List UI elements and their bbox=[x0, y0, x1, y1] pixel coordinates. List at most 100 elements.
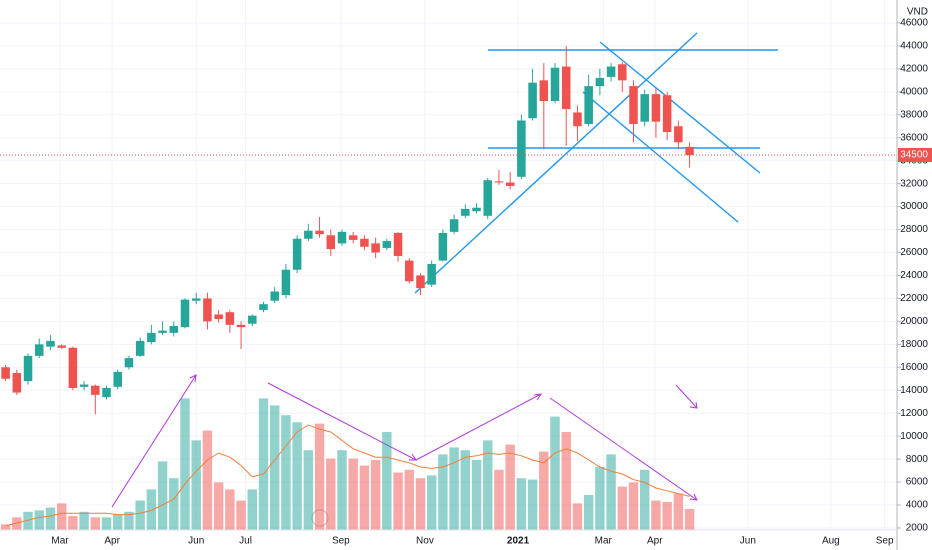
volume-bar bbox=[628, 482, 639, 530]
candle-body bbox=[483, 180, 493, 216]
candle-body bbox=[618, 64, 627, 81]
candle-body bbox=[203, 298, 212, 322]
volume-bar bbox=[113, 514, 123, 530]
trend-line bbox=[582, 91, 739, 223]
y-tick-label: 38000 bbox=[900, 109, 928, 120]
volume-bar bbox=[438, 454, 448, 530]
y-tick-label: 32000 bbox=[900, 178, 928, 189]
volume-bar bbox=[79, 511, 89, 530]
candle-body bbox=[337, 231, 347, 244]
volume-bar bbox=[236, 500, 246, 530]
candle-body bbox=[34, 344, 44, 356]
volume-bar bbox=[494, 469, 504, 530]
volume-bar bbox=[23, 511, 33, 530]
candle-body bbox=[12, 373, 22, 393]
volume-bar bbox=[359, 465, 370, 530]
arrow bbox=[549, 397, 698, 501]
candle-body bbox=[315, 230, 324, 235]
trend-line bbox=[414, 32, 698, 294]
candle-body bbox=[91, 385, 100, 395]
volume-bar bbox=[662, 502, 672, 530]
candle-body bbox=[561, 66, 571, 110]
x-tick-label: Jun bbox=[740, 536, 756, 547]
volume-ma-line bbox=[5, 424, 690, 527]
candle-body bbox=[539, 80, 549, 102]
volume-bar bbox=[124, 511, 134, 530]
candle-body bbox=[236, 324, 246, 328]
volume-bar bbox=[583, 495, 594, 530]
candle-body bbox=[259, 304, 268, 310]
candle-body bbox=[606, 66, 616, 77]
volume-bar bbox=[651, 500, 661, 530]
volume-bar bbox=[617, 486, 628, 530]
volume-bar bbox=[281, 415, 291, 530]
candle-body bbox=[348, 235, 358, 240]
candle-body bbox=[404, 260, 414, 282]
x-tick-label: Mar bbox=[595, 536, 613, 547]
trend-line bbox=[599, 41, 761, 174]
candle-body bbox=[461, 208, 470, 216]
volume-bar bbox=[68, 516, 78, 530]
candle-body bbox=[360, 238, 369, 247]
candle-body bbox=[528, 82, 537, 119]
x-tick-label: Sep bbox=[876, 536, 894, 547]
candle-body bbox=[270, 291, 279, 301]
candle-body bbox=[68, 347, 78, 388]
candle-body bbox=[517, 120, 526, 177]
y-tick-label: 6000 bbox=[906, 477, 929, 488]
volume-bar bbox=[258, 398, 269, 530]
volume-bar bbox=[247, 489, 257, 530]
volume-bar bbox=[684, 509, 695, 530]
y-tick-label: 10000 bbox=[900, 431, 928, 442]
candle-body bbox=[449, 219, 459, 232]
drawings bbox=[111, 32, 778, 527]
candle-body bbox=[416, 275, 425, 289]
volume-bar bbox=[393, 472, 403, 530]
candle-body bbox=[304, 230, 313, 239]
x-tick-label: Jul bbox=[239, 536, 252, 547]
y-tick-label: 30000 bbox=[900, 201, 928, 212]
candle-body bbox=[438, 233, 448, 261]
volume-bar bbox=[292, 422, 302, 530]
candle-body bbox=[550, 67, 560, 102]
candle-body bbox=[147, 332, 156, 343]
x-tick-label: Mar bbox=[51, 536, 69, 547]
x-tick-label: Aug bbox=[822, 536, 840, 547]
y-tick-label: 2000 bbox=[906, 523, 929, 534]
volume-bar bbox=[426, 475, 437, 530]
y-tick-label: 26000 bbox=[900, 247, 928, 258]
volume-bar bbox=[225, 489, 235, 530]
volume-bar bbox=[606, 454, 616, 530]
candle-body bbox=[505, 182, 515, 186]
candle-body bbox=[472, 207, 481, 212]
volume-bar bbox=[471, 460, 482, 530]
volume-bar bbox=[673, 493, 684, 530]
candle-body bbox=[382, 241, 392, 248]
candle-body bbox=[629, 86, 638, 124]
x-tick-label: Sep bbox=[332, 536, 350, 547]
candle-body bbox=[225, 312, 235, 325]
volume-bar bbox=[45, 507, 56, 530]
volume-bar bbox=[561, 432, 571, 530]
candle-body bbox=[674, 126, 683, 143]
candle-body bbox=[23, 355, 33, 382]
volume-bar bbox=[213, 482, 224, 530]
candle-body bbox=[113, 371, 122, 387]
candle-body bbox=[573, 112, 582, 127]
candle-body bbox=[326, 235, 336, 250]
volume-bar bbox=[516, 478, 527, 530]
volume-bar bbox=[146, 489, 157, 530]
unit-label: VND bbox=[907, 7, 928, 18]
y-tick-label: 28000 bbox=[900, 224, 928, 235]
candle-body bbox=[124, 358, 134, 368]
candle-body bbox=[393, 233, 403, 256]
y-tick-label: 4000 bbox=[906, 500, 929, 511]
candle-body bbox=[662, 95, 672, 132]
candle-body bbox=[427, 264, 436, 285]
y-tick-label: 12000 bbox=[900, 408, 928, 419]
x-tick-label: Nov bbox=[416, 536, 434, 547]
candle-body bbox=[248, 315, 257, 324]
volume-bar bbox=[415, 478, 426, 530]
volume-bar bbox=[191, 440, 201, 530]
candle-body bbox=[79, 384, 89, 387]
